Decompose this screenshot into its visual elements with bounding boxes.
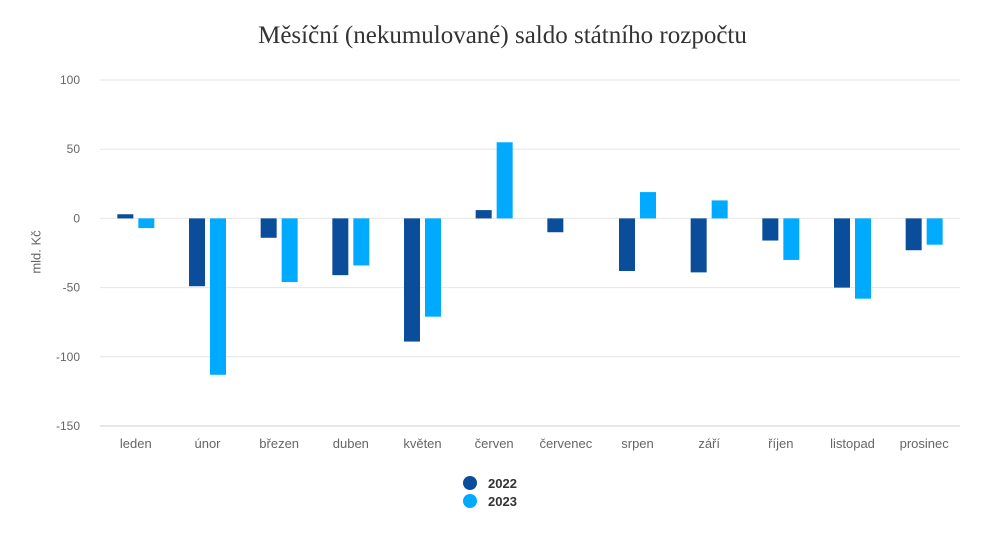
y-tick-label: 50 (67, 142, 81, 156)
bar-2022-leden (117, 214, 134, 219)
bar-2022-září (690, 218, 707, 273)
legend: 2022 2023 (463, 474, 517, 510)
bar-2022-únor (189, 218, 205, 287)
bar-2023-prosinec (926, 218, 943, 245)
bar-2023-listopad (855, 218, 871, 299)
bar-2023-duben (353, 218, 370, 266)
bar-2022-říjen (762, 218, 779, 241)
bar-2022-květen (404, 218, 420, 342)
x-tick-label: květen (403, 436, 441, 451)
bar-2022-srpen (619, 218, 635, 271)
x-tick-label: červenec (539, 436, 592, 451)
bar-layer (117, 142, 943, 375)
legend-item-2023[interactable]: 2023 (463, 492, 517, 510)
x-tick-label: červen (475, 436, 514, 451)
x-tick-label: říjen (768, 436, 793, 451)
grid-layer (100, 79, 960, 427)
x-tick-label: září (698, 436, 720, 451)
legend-swatch-2023 (463, 494, 477, 508)
x-tick-label: srpen (621, 436, 654, 451)
x-tick-label: listopad (830, 436, 875, 451)
bar-2022-listopad (834, 218, 850, 288)
bar-2023-únor (210, 218, 226, 375)
y-tick-label: 0 (73, 211, 80, 225)
x-tick-label: únor (194, 436, 221, 451)
legend-label-2023: 2023 (488, 493, 517, 509)
bar-2023-červen (496, 142, 513, 219)
bar-2023-březen (281, 218, 298, 283)
bar-2023-říjen (783, 218, 800, 260)
y-tick-label: -50 (63, 281, 81, 295)
bar-2023-květen (425, 218, 441, 317)
x-tick-label: březen (259, 436, 299, 451)
y-tick-label: -150 (56, 419, 80, 433)
x-tick-label: duben (333, 436, 369, 451)
bar-2022-červenec (547, 218, 564, 233)
bar-2022-prosinec (905, 218, 922, 251)
legend-swatch-2022 (463, 476, 477, 490)
bar-2022-duben (332, 218, 349, 276)
bar-2023-září (711, 200, 728, 219)
bar-2022-červen (475, 210, 492, 219)
x-tick-label: leden (120, 436, 152, 451)
label-layer: 100 50 0 -50 -100 -150 leden únor březen duben kvě… (56, 73, 949, 451)
bar-2023-leden (138, 218, 155, 229)
y-tick-label: 100 (60, 73, 80, 87)
bar-2022-březen (260, 218, 277, 238)
y-tick-label: -100 (56, 350, 80, 364)
legend-item-2022[interactable]: 2022 (463, 474, 517, 492)
bar-2023-srpen (640, 192, 656, 219)
legend-label-2022: 2022 (488, 475, 517, 491)
x-tick-label: prosinec (900, 436, 950, 451)
chart-title: Měsíční (nekumulované) saldo státního ro… (258, 22, 747, 49)
